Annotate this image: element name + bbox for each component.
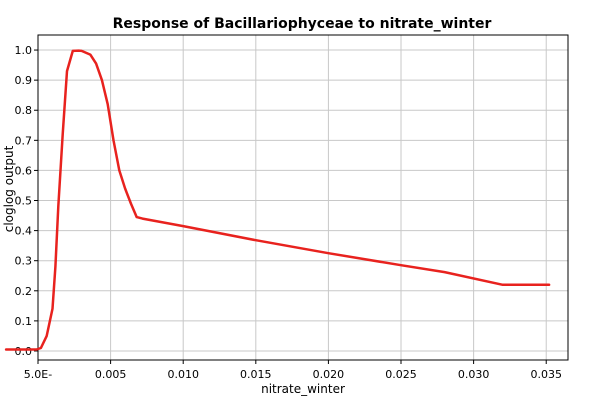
y-tick-label: 0.9 [15,74,33,87]
x-tick-label: 5.0E- [24,368,52,381]
x-axis-label: nitrate_winter [261,382,345,396]
series-layer [4,49,551,351]
grid-lines [37,35,568,360]
series-line [4,49,551,351]
y-axis-label: cloglog output [2,145,16,232]
axis-ticks: 5.0E- 0.005 0.010 0.015 0.020 0.025 0.030 0.035… [15,44,562,381]
y-tick-label: 0.6 [15,164,33,177]
y-tick-label: 0.4 [15,225,33,238]
x-tick-label: 0.015 [240,368,272,381]
x-tick-label: 0.020 [313,368,345,381]
x-tick-label: 0.035 [530,368,562,381]
y-tick-label: 0.7 [15,134,33,147]
y-tick-label: 0.1 [15,315,33,328]
y-tick-label: 0.2 [15,285,33,298]
y-tick-label: 0.3 [15,255,33,268]
x-tick-label: 0.025 [385,368,417,381]
x-tick-label: 0.005 [95,368,127,381]
y-tick-label: 0.5 [15,195,33,208]
x-tick-label: 0.010 [167,368,199,381]
y-tick-label: 0.0 [15,345,33,358]
plot-area-frame [37,34,569,361]
y-tick-label: 1.0 [15,44,33,57]
x-tick-label: 0.030 [458,368,490,381]
y-tick-label: 0.8 [15,104,33,117]
chart-title: Response of Bacillariophyceae to nitrate… [113,16,492,32]
